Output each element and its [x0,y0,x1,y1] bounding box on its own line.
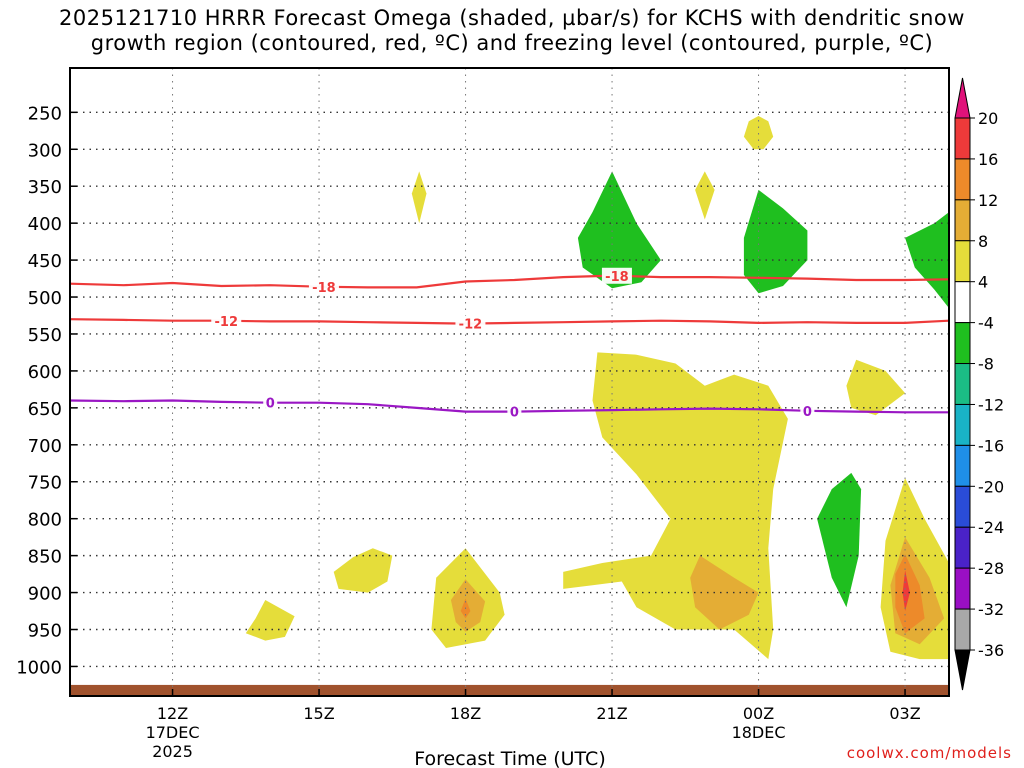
colorbar-label-11: -28 [978,559,1004,578]
colorbar-bin-8 [954,444,971,487]
colorbar-label-12: -32 [978,600,1004,619]
colorbar-label-4: 4 [978,273,988,292]
ground-layer [70,684,949,696]
y-tick-label-750: 750 [28,473,62,494]
colorbar-bin-1 [954,158,971,201]
site-credit: coolwx.com/models [846,744,1012,762]
omega-region-9 [846,359,906,416]
contour-label--18C-1: -18 [605,270,629,285]
ground-surface [70,684,949,696]
colorbar-label-9: -20 [978,477,1004,496]
x-tick-label-24-1: 18DEC [732,723,786,742]
contour-label-bg--18C-1 [601,267,632,284]
omega-shading-layer [245,116,949,660]
colorbar-label-8: -16 [978,436,1004,455]
omega-region-8 [690,555,759,630]
contour-label-0C-1: 0 [510,406,519,421]
colorbar-bin-5 [954,322,971,365]
colorbar-label-7: -12 [978,395,1004,414]
omega-region-5 [905,212,949,309]
chart-title-line-2: growth region (contoured, red, ºC) and f… [90,31,934,55]
y-tick-label-400: 400 [28,214,62,235]
contour-label-bg--12C-0 [211,312,242,329]
omega-region-7 [563,352,788,660]
contour-line--12C [69,318,950,325]
contour-label-0C-2: 0 [803,405,812,420]
y-tick-label-550: 550 [28,325,62,346]
x-tick-label-21-0: 21Z [596,704,627,723]
y-tick-label-700: 700 [28,436,62,457]
contour-label-bg-0C-1 [507,403,522,420]
omega-region-4 [743,189,808,294]
x-tick-label-24-0: 00Z [743,704,774,723]
y-tick-label-900: 900 [28,584,62,605]
colorbar-bottom-arrow [954,649,971,691]
omega-region-13 [902,570,910,611]
colorbar-bin-3 [954,240,971,283]
omega-region-12 [895,554,925,634]
contour-label-0C-0: 0 [266,397,275,412]
plot-frame [69,67,950,697]
y-tick-label-250: 250 [28,103,62,124]
contour-line--18C [69,274,950,289]
colorbar-label-0: 20 [978,109,998,128]
colorbar-bin-6 [954,363,971,405]
y-tick-label-600: 600 [28,362,62,383]
y-tick-label-800: 800 [28,510,62,531]
omega-region-17 [333,548,393,593]
colorbar-bin-2 [954,199,971,242]
contour-label-bg--18C-0 [308,278,339,295]
contour-label--12C-0: -12 [215,315,239,330]
colorbar-bin-10 [954,526,971,569]
contour-layer: -18 -18 -12 -12 0 0 0 [69,267,950,421]
x-tick-label-12-1: 17DEC [146,723,200,742]
colorbar-bin-12 [954,608,971,651]
contour-label--18C-0: -18 [312,281,336,296]
colorbar: 20 16 12 8 4 -4 -8 -12 -16 -20 -24 -28 -32 -36 [954,77,1004,691]
colorbar-bin-7 [954,403,971,446]
colorbar-label-6: -8 [978,355,994,374]
y-tick-label-850: 850 [28,547,62,568]
chart-title: 2025121710 HRRR Forecast Omega (shaded, … [0,6,1024,56]
colorbar-label-5: -4 [978,314,994,333]
omega-region-6 [817,472,862,608]
omega-region-3 [577,171,661,289]
x-tick-label-12-0: 12Z [157,704,188,723]
axes-layer: 250 300 350 400 450 500 550 600 650 700 750 800 850 9… [16,103,921,761]
omega-region-2 [695,171,715,220]
colorbar-label-13: -36 [978,641,1004,660]
contour-label-bg-0C-2 [800,402,815,419]
colorbar-label-2: 12 [978,191,998,210]
grid-layer [70,68,949,696]
contour-label--12C-1: -12 [459,318,483,333]
omega-region-1 [411,171,427,224]
colorbar-bin-0 [954,117,971,160]
colorbar-label-3: 8 [978,232,988,251]
contour-label-bg--12C-1 [455,315,486,332]
y-tick-label-1000: 1000 [16,657,62,678]
x-tick-label-18-0: 18Z [450,704,481,723]
x-axis-label: Forecast Time (UTC) [414,748,605,768]
colorbar-top-arrow [954,77,971,119]
omega-region-0 [743,116,774,150]
y-tick-label-500: 500 [28,288,62,309]
y-tick-label-300: 300 [28,140,62,161]
x-tick-label-27-0: 03Z [889,704,920,723]
colorbar-label-1: 16 [978,150,998,169]
y-tick-label-450: 450 [28,251,62,272]
colorbar-label-10: -24 [978,518,1004,537]
y-tick-label-350: 350 [28,177,62,198]
omega-region-18 [245,600,295,641]
chart-title-line-1: 2025121710 HRRR Forecast Omega (shaded, … [59,6,965,30]
x-tick-label-15-0: 15Z [303,704,334,723]
colorbar-bin-11 [954,567,971,610]
y-tick-label-950: 950 [28,621,62,642]
y-tick-label-650: 650 [28,399,62,420]
x-tick-label-12-2: 2025 [152,742,193,761]
colorbar-bin-4 [954,281,971,324]
contour-label-bg-0C-0 [263,394,278,411]
colorbar-bin-9 [954,485,971,528]
